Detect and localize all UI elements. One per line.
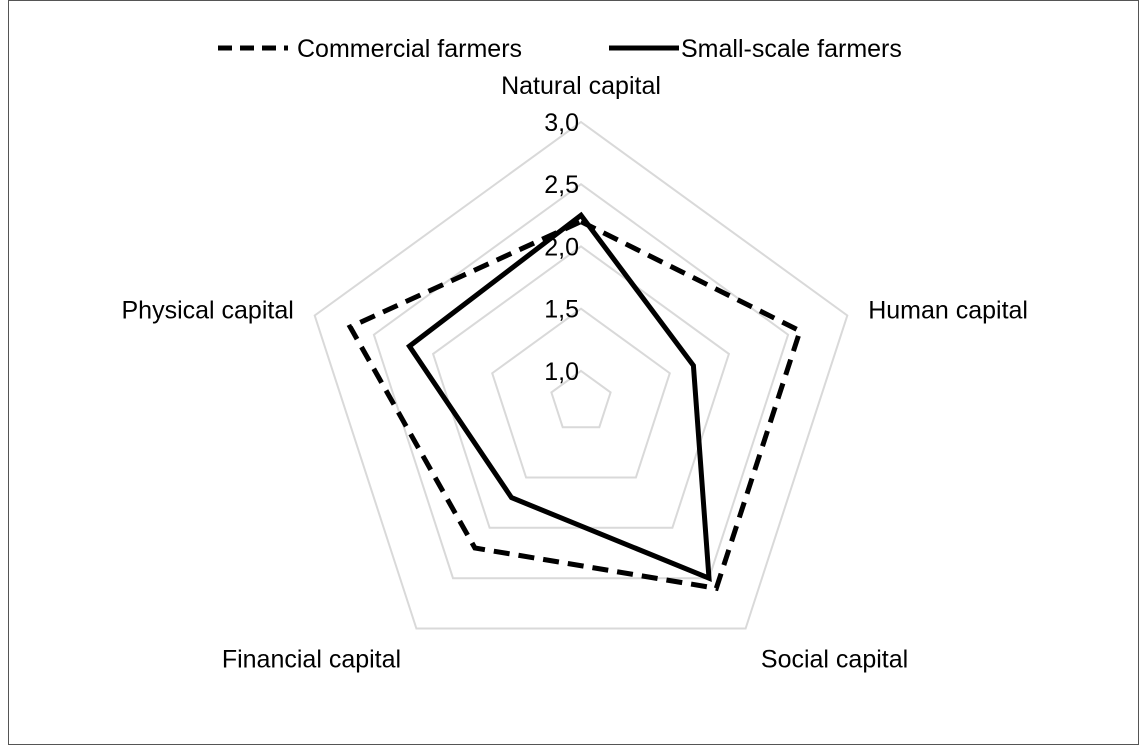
axis-label-financial-capital: Financial capital <box>222 646 401 674</box>
axis-labels: Natural capital Human capital Social capit… <box>121 72 1028 674</box>
legend-label-small-scale: Small-scale farmers <box>681 35 902 63</box>
series-line-small-scale <box>406 211 712 583</box>
tick-label: 1,0 <box>544 358 579 386</box>
legend: Commercial farmers Small-scale farmers <box>218 35 902 63</box>
axis-label-human-capital: Human capital <box>868 297 1028 325</box>
grid-ring-0 <box>550 369 612 429</box>
chart-frame <box>8 0 1139 745</box>
legend-label-commercial: Commercial farmers <box>297 35 522 63</box>
tick-label: 2,0 <box>544 233 579 261</box>
axis-label-physical-capital: Physical capital <box>121 297 293 325</box>
axis-label-natural-capital: Natural capital <box>501 72 661 100</box>
radar-series <box>346 211 804 592</box>
radial-tick-labels: 1,0 1,5 2,0 2,5 3,0 <box>544 109 579 386</box>
grid-ring-3 <box>372 182 790 580</box>
tick-label: 1,5 <box>544 296 579 324</box>
grid-ring-2 <box>431 245 731 529</box>
grid-ring-4 <box>313 120 849 630</box>
tick-label: 3,0 <box>544 109 579 137</box>
grid-ring-1 <box>491 307 671 479</box>
tick-label: 2,5 <box>544 171 579 199</box>
axis-label-social-capital: Social capital <box>761 646 908 674</box>
series-line-commercial <box>346 218 804 592</box>
radar-grid <box>313 120 849 630</box>
